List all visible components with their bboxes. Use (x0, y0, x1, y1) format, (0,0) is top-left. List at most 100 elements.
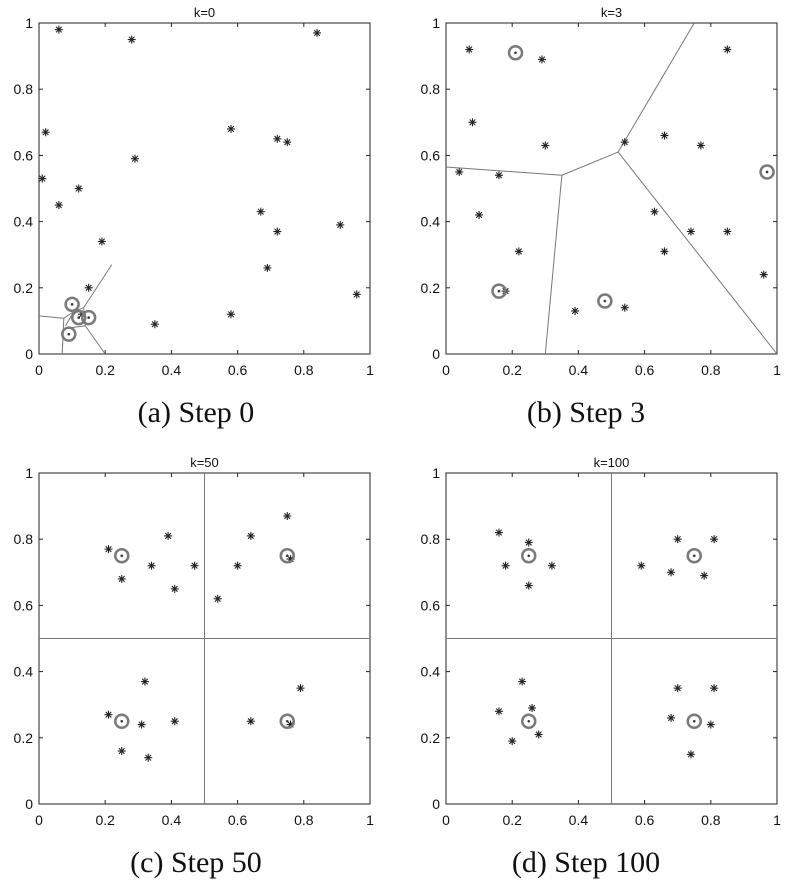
plot-frame (38, 22, 371, 355)
sensor-point (534, 730, 543, 739)
y-tick-label: 0 (25, 796, 33, 812)
sensor-point (547, 561, 556, 570)
cell-boundary (83, 264, 113, 308)
sensor-point (246, 531, 255, 540)
sensor-point (494, 707, 503, 716)
sensor-point (508, 737, 517, 746)
sensor-point (667, 713, 676, 722)
agent-center (507, 45, 524, 61)
y-tick-label: 0.6 (14, 597, 34, 613)
sensor-point (263, 263, 272, 272)
x-tick-label: 0.2 (502, 362, 522, 378)
y-tick-label: 0.2 (421, 280, 441, 296)
x-tick-label: 0.8 (701, 362, 721, 378)
sensor-point (246, 717, 255, 726)
x-tick-label: 0.6 (635, 362, 655, 378)
sensor-point (41, 128, 50, 137)
agent-center (114, 713, 130, 729)
sensor-point (637, 561, 646, 570)
sensor-point (54, 25, 63, 34)
sensor-point (283, 138, 292, 147)
y-tick-label: 0.8 (421, 81, 441, 97)
sensor-point (660, 247, 669, 256)
y-tick-label: 0.8 (421, 531, 441, 547)
y-tick-label: 0.2 (421, 730, 441, 746)
sensor-point (54, 201, 63, 210)
panel-caption: (b) Step 3 (527, 396, 645, 429)
sensor-point (130, 154, 139, 163)
agent-center (491, 283, 507, 299)
sensor-point (140, 677, 149, 686)
x-tick-label: 0.8 (701, 812, 721, 828)
agent-center (279, 548, 295, 564)
agent-center (521, 713, 537, 729)
y-tick-label: 0.2 (14, 280, 34, 296)
sensor-point (650, 207, 659, 216)
sensor-point (313, 28, 322, 37)
sensor-point (455, 167, 464, 176)
sensor-point (686, 750, 695, 759)
x-tick-label: 0 (442, 362, 450, 378)
sensor-point (117, 574, 126, 583)
sensor-point (190, 561, 199, 570)
sensor-point (256, 207, 265, 216)
panel-title: k=50 (190, 455, 219, 470)
sensor-point (494, 171, 503, 180)
sensor-point (170, 584, 179, 593)
sensor-point (468, 118, 477, 127)
sensor-point (104, 710, 113, 719)
x-tick-label: 0.4 (569, 812, 589, 828)
sensor-point (117, 747, 126, 756)
panel-caption: (c) Step 50 (130, 846, 262, 879)
sensor-point (97, 237, 106, 246)
panel-step-3: k=3 0 0.2 0.4 0.6 0.8 1 0 0.2 0.4 0.6 0.8 1 (b) Step … (421, 5, 782, 429)
cell-boundary (38, 315, 64, 319)
sensor-point (104, 545, 113, 554)
sensor-point (213, 594, 222, 603)
panel-caption: (a) Step 0 (138, 396, 255, 429)
sensor-point (74, 184, 83, 193)
sensor-point (620, 138, 629, 147)
sensor-point (710, 684, 719, 693)
y-tick-label: 0 (432, 796, 440, 812)
sensor-point (524, 538, 533, 547)
x-tick-label: 0.6 (228, 812, 248, 828)
sensor-point (723, 45, 732, 54)
panel-step-0: k=0 0 0.2 0.4 0.6 0.8 1 0 0.2 0.4 0.6 0.8 1 (a) Step … (14, 5, 375, 429)
agent-center (597, 293, 613, 309)
sensor-point (571, 306, 580, 315)
sensor-point (283, 512, 292, 521)
sensor-point (273, 227, 282, 236)
agent-center (759, 164, 775, 180)
y-tick-label: 0.4 (14, 214, 34, 230)
agent-center (114, 548, 130, 564)
sensor-point (524, 581, 533, 590)
sensor-point (514, 247, 523, 256)
panel-caption: (d) Step 100 (512, 846, 660, 879)
sensor-point (147, 561, 156, 570)
sensor-point (541, 141, 550, 150)
x-tick-label: 0.6 (635, 812, 655, 828)
agent-center (64, 296, 80, 313)
y-tick-label: 1 (25, 465, 33, 481)
agent-center (80, 309, 97, 326)
sensor-point (723, 227, 732, 236)
sensor-point (226, 310, 235, 319)
x-tick-label: 0.2 (95, 812, 115, 828)
sensor-point (673, 684, 682, 693)
cell-boundary (617, 151, 778, 355)
y-tick-label: 0.8 (14, 531, 34, 547)
y-tick-label: 0.4 (421, 664, 441, 680)
y-tick-label: 0.4 (421, 214, 441, 230)
cell-boundary (84, 325, 106, 355)
sensor-point (150, 320, 159, 329)
sensor-point (759, 270, 768, 279)
cell-boundary (544, 175, 563, 355)
y-tick-label: 0.4 (14, 664, 34, 680)
y-tick-label: 0.6 (421, 597, 441, 613)
sensor-point (494, 528, 503, 537)
y-tick-label: 0 (432, 346, 440, 362)
x-tick-label: 0.8 (294, 812, 314, 828)
x-tick-label: 1 (366, 812, 374, 828)
